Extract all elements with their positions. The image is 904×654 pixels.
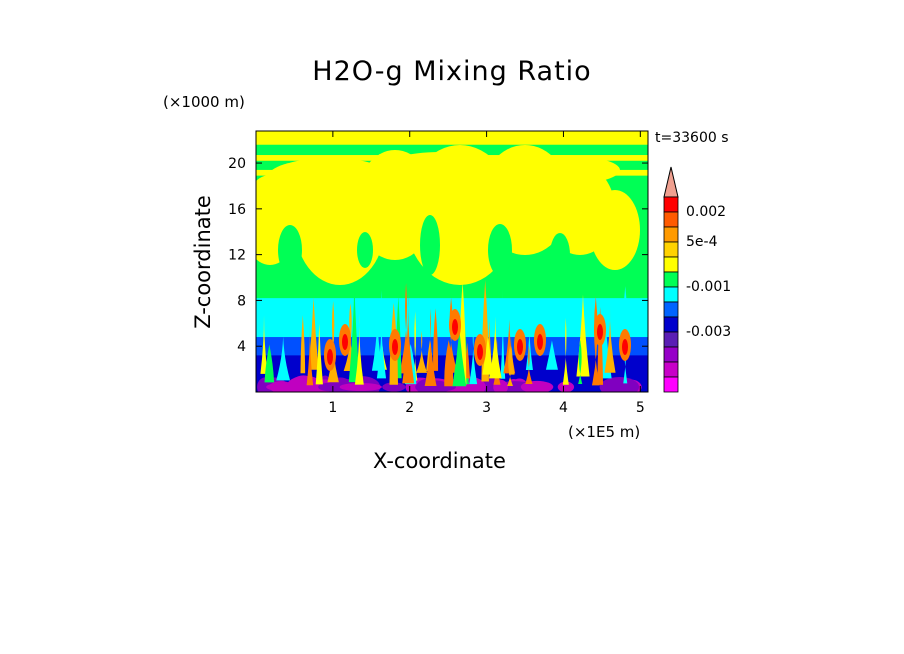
field-plume xyxy=(488,316,502,379)
field-plume xyxy=(432,308,439,371)
field-core-inner xyxy=(597,324,603,340)
colorbar-label: 5e-4 xyxy=(686,234,718,250)
y-axis: 4 8 12 16 20 xyxy=(228,156,648,355)
plot-frame xyxy=(255,130,649,393)
chart-title: H2O-g Mixing Ratio xyxy=(312,56,592,87)
colorbar-segment xyxy=(663,331,679,348)
field-blob xyxy=(280,158,380,182)
x-tick-label: 1 xyxy=(328,400,337,416)
colorbar-segment xyxy=(663,361,679,378)
colorbar-segment xyxy=(663,211,679,228)
x-axis: 1 2 3 4 5 xyxy=(328,131,645,416)
field-plume xyxy=(452,329,467,387)
field-plume xyxy=(562,317,569,385)
x-tick-label: 2 xyxy=(405,400,414,416)
field-plume xyxy=(300,315,306,374)
colorbar-segment xyxy=(663,226,679,243)
field-plume xyxy=(376,290,387,379)
field-gap xyxy=(488,224,512,276)
field-plume xyxy=(413,311,418,381)
y-tick-label: 4 xyxy=(237,339,246,355)
field-bottom-blob xyxy=(318,382,340,392)
field-plume xyxy=(545,340,558,370)
y-tick-label: 8 xyxy=(237,293,246,309)
colorbar-label: -0.001 xyxy=(686,279,731,295)
colorbar-segment xyxy=(663,271,679,288)
contour-field xyxy=(256,131,648,392)
colorbar-segment xyxy=(663,256,679,273)
field-plume xyxy=(424,308,437,386)
x-axis-unit: (×1E5 m) xyxy=(568,423,641,441)
colorbar-segment xyxy=(663,316,679,333)
field-core-inner xyxy=(517,339,523,355)
field-blob xyxy=(590,190,640,270)
field-plume xyxy=(354,313,364,385)
colorbar-segment xyxy=(663,376,679,393)
field-gap xyxy=(420,215,440,275)
time-label: t=33600 s xyxy=(655,130,729,146)
field-plume xyxy=(469,307,478,385)
x-tick-label: 5 xyxy=(636,400,645,416)
field-blob xyxy=(380,152,500,188)
y-tick-label: 12 xyxy=(228,248,246,264)
field-stripe xyxy=(256,131,648,145)
field-bottom-blob xyxy=(382,382,406,392)
field-blob xyxy=(500,155,620,185)
field-core-inner xyxy=(622,339,628,355)
field-gap xyxy=(357,232,373,268)
field-bottom-blob xyxy=(557,381,575,392)
colorbar-segment xyxy=(663,301,679,318)
field-plume xyxy=(260,315,268,374)
field-plume xyxy=(264,344,275,383)
field-layer-darkblue xyxy=(256,355,648,392)
field-plume xyxy=(500,289,506,379)
colorbar: 0.002 5e-4 -0.001 -0.003 xyxy=(663,166,731,393)
colorbar-overflow-triangle xyxy=(663,166,679,198)
field-plume xyxy=(399,282,413,374)
field-plume xyxy=(348,281,361,383)
field-plume xyxy=(308,297,319,370)
y-tick-label: 16 xyxy=(228,202,246,218)
x-axis-label: X-coordinate xyxy=(373,449,506,473)
field-gap xyxy=(278,225,302,275)
colorbar-segment xyxy=(663,286,679,303)
colorbar-segment xyxy=(663,196,679,213)
colorbar-label: -0.003 xyxy=(686,324,731,340)
field-core-inner xyxy=(392,339,398,355)
field-plume xyxy=(525,345,533,385)
field-plume xyxy=(578,339,583,384)
field-core-inner xyxy=(477,344,483,360)
field-plume xyxy=(371,319,383,371)
x-tick-label: 4 xyxy=(559,400,568,416)
field-core-inner xyxy=(327,349,333,365)
field-plume xyxy=(525,298,533,370)
field-plume xyxy=(402,291,415,384)
field-plume xyxy=(315,323,323,385)
colorbar-segment xyxy=(663,346,679,363)
field-bottom-blob xyxy=(266,382,307,392)
field-core-inner xyxy=(452,319,458,335)
colorbar-segment xyxy=(663,241,679,258)
y-axis-unit: (×1000 m) xyxy=(163,93,245,111)
field-core-inner xyxy=(342,334,348,350)
field-plume xyxy=(597,307,604,385)
field-plume xyxy=(482,336,494,375)
field-core-inner xyxy=(537,334,543,350)
field-plume xyxy=(444,339,454,387)
colorbar-label: 0.002 xyxy=(686,204,726,220)
field-gap xyxy=(550,233,570,277)
field-plume xyxy=(507,345,513,386)
x-tick-label: 3 xyxy=(482,400,491,416)
field-bottom-blob xyxy=(520,380,554,392)
field-plume xyxy=(416,330,428,373)
y-tick-label: 20 xyxy=(228,156,246,172)
field-bottom-blob xyxy=(339,382,382,392)
field-bottom-blob xyxy=(599,377,640,392)
field-plume xyxy=(306,323,314,386)
field-plume xyxy=(604,303,616,373)
field-plume xyxy=(276,322,291,381)
